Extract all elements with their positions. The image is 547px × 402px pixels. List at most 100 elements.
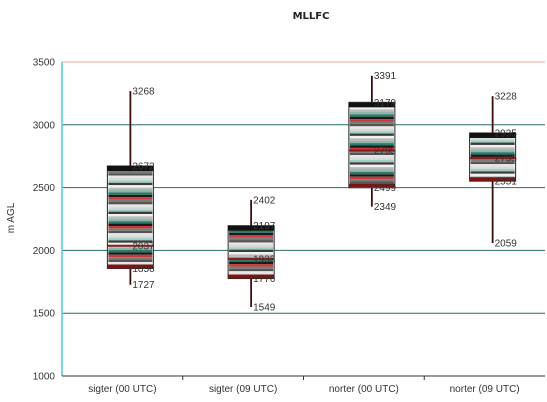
box-stripe: [108, 233, 153, 236]
box-stripe: [108, 182, 153, 186]
box-stripe: [108, 175, 153, 178]
box-stripe: [349, 164, 394, 168]
box-top-band: [107, 165, 154, 171]
box-stripe: [349, 152, 394, 156]
box-stripe: [108, 261, 153, 265]
box-stripe: [349, 174, 394, 177]
data-label: 2672: [132, 161, 155, 172]
data-label: 2059: [495, 238, 518, 249]
box-stripe: [470, 168, 515, 172]
box-stripe: [108, 180, 153, 183]
data-label: 1856: [132, 264, 155, 275]
chart-title: MLLFC: [293, 11, 330, 22]
x-tick-labels: sigter (00 UTC) sigter (09 UTC) norter (00…: [88, 384, 519, 395]
x-tick-label: norter (09 UTC): [450, 384, 520, 395]
box-bottom-band: [107, 264, 154, 269]
box-stripe: [108, 259, 153, 262]
data-label: 2935: [495, 128, 518, 139]
box-stripe: [349, 179, 394, 182]
box-stripe: [108, 197, 153, 200]
box-stripe: [349, 121, 394, 124]
box-stripe: [108, 209, 153, 212]
box-stripe: [108, 177, 153, 181]
box-stripe: [470, 142, 515, 145]
box-stripe: [349, 169, 394, 172]
box-stripe: [229, 252, 274, 255]
box-stripe: [108, 192, 153, 195]
box-stripe: [349, 131, 394, 134]
box-stripe: [229, 240, 274, 243]
box-stripe: [470, 166, 515, 169]
data-label: 1776: [253, 274, 276, 285]
box-stripe: [470, 147, 515, 150]
box-stripe: [229, 235, 274, 238]
box-stripe: [470, 159, 515, 162]
box-stripe: [229, 247, 274, 250]
box-stripe: [108, 170, 153, 174]
box-stripe: [229, 244, 274, 248]
box-stripe: [229, 268, 274, 272]
y-tick-labels: 1000 1500 2000 2500 3000 3500: [33, 58, 56, 383]
box-stripe: [470, 171, 515, 174]
data-label: 3228: [495, 92, 518, 103]
box-stripe: [470, 137, 515, 141]
box-stripe: [108, 247, 153, 250]
axes: [61, 62, 545, 380]
box-stripe: [229, 237, 274, 241]
y-tick-label: 1000: [33, 372, 56, 383]
box-stripe: [108, 242, 153, 246]
box-top-band: [348, 102, 395, 108]
box-stripe: [108, 254, 153, 258]
box-stripe: [349, 140, 394, 144]
box-stripe: [108, 187, 153, 190]
box-stripe: [349, 111, 394, 115]
box-stripe: [470, 152, 515, 155]
box-stripe: [108, 218, 153, 222]
box-stripe: [108, 257, 153, 260]
box-stripe: [229, 242, 274, 245]
box-top-band: [469, 132, 516, 138]
box-stripe: [349, 181, 394, 184]
box-stripe: [470, 164, 515, 167]
box-stripe: [108, 225, 153, 229]
box-stripe: [349, 155, 394, 158]
box-stripe: [349, 133, 394, 136]
y-tick-label: 3000: [33, 120, 56, 131]
box-bottom-band: [348, 183, 395, 188]
y-axis-label: m AGL: [6, 202, 17, 233]
box-stripe: [470, 140, 515, 143]
box-stripe: [229, 266, 274, 269]
box-stripe: [108, 211, 153, 214]
data-label: 2795: [374, 146, 397, 157]
box-stripe: [108, 201, 153, 205]
box-stripe: [349, 162, 394, 165]
box-stripe: [470, 161, 515, 165]
boxes: 3268 2672 2037 1856 1727 2402 2197 1933 1776 1549…: [106, 71, 518, 314]
box-stripe: [108, 223, 153, 226]
data-label: 2349: [374, 202, 397, 213]
box-stripe: [349, 143, 394, 146]
x-tick-label: sigter (09 UTC): [209, 384, 277, 395]
box-stripe: [470, 154, 515, 157]
box-stripe: [229, 261, 274, 265]
box-stripe: [349, 157, 394, 160]
box-stripe: [349, 176, 394, 180]
box-stripe: [349, 107, 394, 110]
box-stripe: [349, 147, 394, 151]
box-stripe: [349, 145, 394, 148]
box-stripe: [108, 199, 153, 202]
box-stripe: [349, 135, 394, 139]
box-stripe: [108, 221, 153, 224]
box-bottom-band: [469, 177, 516, 182]
box-stripe: [229, 249, 274, 253]
box-stripe: [349, 159, 394, 163]
box-stripe: [108, 216, 153, 219]
data-label: 3391: [374, 71, 397, 82]
box-stripe: [108, 237, 153, 241]
box-stripe: [108, 230, 153, 234]
box-stripe: [108, 240, 153, 243]
box-stripe: [108, 206, 153, 210]
data-label: 1549: [253, 303, 276, 314]
data-label: 3268: [132, 87, 155, 98]
box-top-band: [228, 225, 275, 231]
